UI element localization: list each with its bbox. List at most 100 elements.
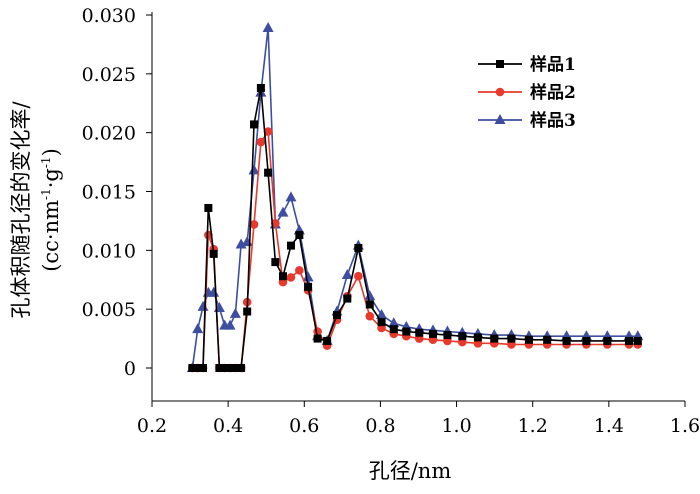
- data-point: [192, 323, 204, 334]
- x-tick-label: 0.4: [213, 415, 243, 437]
- x-axis-title: 孔径/nm: [369, 459, 452, 483]
- data-point: [402, 327, 411, 336]
- y-unit-base: (cc·nm: [39, 200, 63, 272]
- data-point: [286, 273, 296, 282]
- data-point: [204, 203, 213, 212]
- legend: 样品1 样品2 样品3: [478, 54, 576, 131]
- x-tick-label: 1.0: [441, 415, 471, 437]
- data-point: [256, 137, 266, 147]
- data-point: [625, 336, 634, 345]
- data-point: [263, 127, 273, 136]
- data-point: [237, 364, 246, 372]
- series-layer: [186, 21, 644, 373]
- data-point: [388, 317, 400, 328]
- data-point: [256, 83, 265, 92]
- data-point: [243, 307, 252, 316]
- legend-item-2: 样品2: [478, 82, 576, 103]
- data-point: [603, 336, 612, 345]
- y-tick-label: 0.005: [82, 299, 136, 321]
- series-1: [188, 83, 642, 372]
- data-point: [365, 300, 374, 309]
- data-point: [229, 307, 241, 318]
- y-tick-label: 0: [124, 358, 136, 380]
- data-point: [193, 364, 202, 372]
- data-point: [264, 168, 273, 177]
- y-tick-label: 0.020: [82, 123, 136, 145]
- x-tick-label: 0.6: [289, 415, 319, 437]
- data-point: [582, 336, 591, 345]
- data-point: [188, 364, 197, 372]
- data-point: [364, 290, 376, 301]
- data-point: [341, 269, 353, 280]
- x-tick-label: 0.2: [137, 415, 167, 437]
- data-point: [473, 333, 482, 342]
- legend-marker: [494, 114, 506, 124]
- data-point: [197, 300, 209, 311]
- data-point: [524, 335, 533, 344]
- data-point: [428, 329, 437, 338]
- data-point: [490, 334, 499, 343]
- legend-item-3: 样品3: [478, 110, 576, 131]
- data-point: [323, 336, 332, 345]
- data-point: [224, 319, 236, 330]
- data-point: [302, 271, 314, 282]
- y-axis-title-line1: 孔体积随孔径的变化率/: [9, 101, 33, 319]
- y-tick-label: 0.010: [82, 240, 136, 262]
- y-axis-title-line2: (cc·nm-1·g-1): [39, 148, 63, 272]
- data-point: [262, 21, 274, 32]
- axes: 0.2 0.4 0.6 0.8 1.0 1.2 1.4 1.6 0 0.005 0.010 0.01…: [82, 5, 700, 437]
- data-point: [562, 336, 571, 345]
- data-point: [304, 282, 313, 291]
- y-axis-title: 孔体积随孔径的变化率/: [9, 101, 33, 319]
- y-tick-label: 0.025: [82, 64, 136, 86]
- data-point: [271, 258, 280, 267]
- data-point: [333, 311, 342, 320]
- data-point: [250, 120, 259, 129]
- legend-marker: [495, 87, 505, 97]
- data-point: [248, 164, 260, 175]
- data-point: [220, 364, 229, 372]
- y-axis-units: (cc·nm-1·g-1): [39, 148, 63, 272]
- legend-label: 样品2: [530, 82, 576, 103]
- data-point: [241, 236, 253, 247]
- x-tick-label: 1.2: [518, 415, 548, 437]
- y-ticks: 0 0.005 0.010 0.015 0.020 0.025 0.030: [82, 5, 152, 380]
- legend-marker: [496, 60, 504, 68]
- data-point: [286, 241, 295, 250]
- data-point: [507, 334, 516, 343]
- y-unit-sup1: -1: [39, 188, 53, 200]
- data-point: [295, 231, 304, 240]
- legend-label: 样品3: [530, 110, 576, 131]
- data-point: [278, 272, 287, 281]
- data-point: [377, 318, 386, 327]
- x-ticks: 0.2 0.4 0.6 0.8 1.0 1.2 1.4 1.6: [137, 401, 700, 437]
- data-point: [313, 334, 322, 343]
- data-point: [231, 364, 240, 372]
- data-point: [543, 335, 552, 344]
- data-point: [389, 325, 398, 334]
- y-tick-label: 0.015: [82, 182, 136, 204]
- data-point: [415, 328, 424, 337]
- legend-item-1: 样品1: [478, 54, 576, 75]
- data-point: [285, 191, 297, 202]
- data-point: [209, 249, 218, 258]
- data-point: [199, 364, 208, 372]
- y-unit-mid: ·g: [39, 168, 63, 188]
- y-tick-label: 0.030: [82, 5, 136, 27]
- x-tick-label: 0.8: [365, 415, 395, 437]
- data-point: [343, 294, 352, 303]
- data-point: [295, 266, 304, 275]
- data-point: [226, 364, 235, 372]
- y-unit-sup2: -1: [39, 156, 53, 168]
- data-point: [249, 220, 259, 229]
- data-point: [633, 336, 642, 345]
- y-unit-end: ): [39, 148, 63, 156]
- series-line: [191, 27, 638, 369]
- data-point: [458, 332, 467, 341]
- data-point: [365, 311, 375, 321]
- x-tick-label: 1.4: [594, 415, 624, 437]
- data-point: [354, 243, 363, 252]
- x-tick-label: 1.6: [670, 415, 700, 437]
- data-point: [354, 271, 363, 281]
